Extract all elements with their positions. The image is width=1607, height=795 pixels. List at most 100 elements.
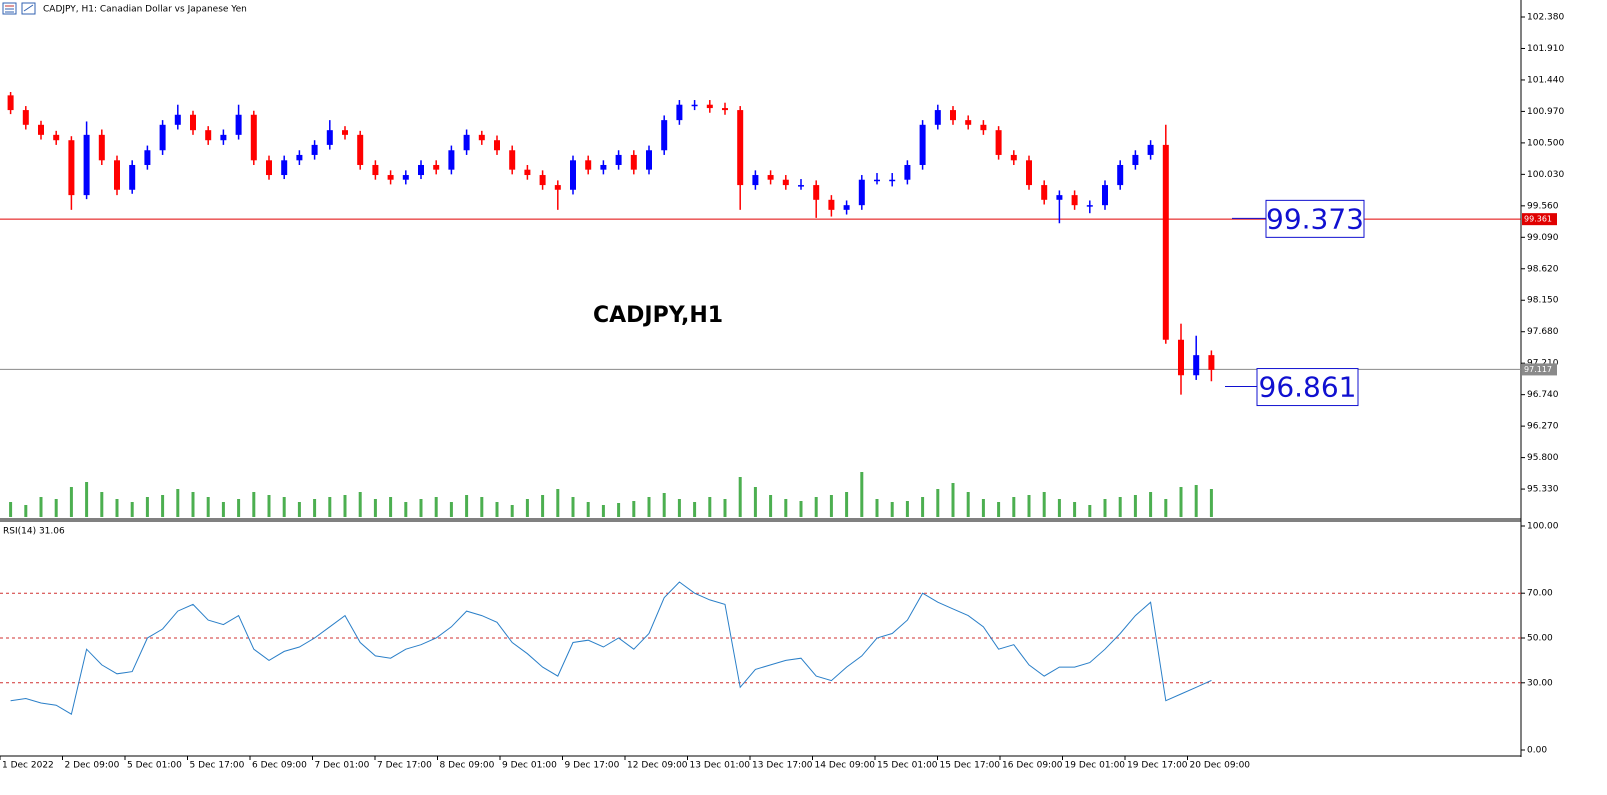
candle bbox=[205, 126, 212, 145]
candle-body bbox=[311, 144, 318, 155]
volume-bar bbox=[24, 505, 28, 517]
volume-bar bbox=[191, 492, 195, 517]
candle bbox=[813, 180, 820, 218]
candle-body bbox=[1117, 164, 1124, 186]
volume-bar bbox=[161, 495, 165, 517]
volume-bar bbox=[890, 502, 894, 517]
x-tick-label: 20 Dec 09:00 bbox=[1190, 761, 1251, 771]
candle-body bbox=[38, 124, 44, 135]
candle-body bbox=[706, 104, 713, 109]
volume-bar bbox=[632, 501, 636, 517]
x-tick-label: 5 Dec 17:00 bbox=[190, 761, 245, 771]
candle-body bbox=[585, 160, 592, 170]
candle-body bbox=[889, 179, 896, 182]
candle bbox=[615, 150, 622, 170]
volume-bar bbox=[115, 499, 119, 517]
candle bbox=[782, 175, 789, 190]
y-tick-label: 98.620 bbox=[1527, 264, 1559, 274]
volume-bar bbox=[176, 489, 180, 517]
candle bbox=[1102, 180, 1108, 210]
candle bbox=[919, 120, 926, 170]
candle bbox=[68, 136, 75, 210]
candle-body bbox=[402, 175, 409, 180]
candle bbox=[509, 145, 516, 175]
volume-bar bbox=[252, 492, 256, 517]
y-tick-label: 30.00 bbox=[1527, 678, 1553, 688]
candle-body bbox=[174, 114, 181, 125]
candle-body bbox=[615, 154, 622, 165]
candle bbox=[1208, 350, 1215, 382]
candle-body bbox=[205, 130, 212, 141]
candle-body bbox=[159, 124, 166, 151]
candle bbox=[7, 92, 14, 115]
header-title: CADJPY, H1: Canadian Dollar vs Japanese … bbox=[43, 5, 247, 15]
volume-bar bbox=[343, 495, 347, 517]
candle-body bbox=[965, 120, 972, 125]
volume-bar bbox=[708, 497, 712, 517]
candle-body bbox=[1208, 355, 1215, 370]
candle bbox=[1117, 160, 1124, 190]
candle-body bbox=[722, 108, 728, 111]
volume-bar bbox=[1027, 495, 1031, 517]
candle-body bbox=[630, 154, 637, 170]
candle bbox=[722, 102, 728, 115]
x-tick-label: 7 Dec 17:00 bbox=[377, 761, 432, 771]
y-tick-label: 100.970 bbox=[1527, 107, 1564, 117]
volume-bar bbox=[328, 497, 332, 517]
volume-bar bbox=[1088, 505, 1092, 517]
volume-bar bbox=[419, 499, 423, 517]
candle-body bbox=[433, 164, 440, 170]
volume-bar bbox=[69, 487, 73, 517]
price-label: 99.361 bbox=[1524, 215, 1552, 224]
candle bbox=[1010, 150, 1017, 165]
candle bbox=[53, 130, 60, 145]
candle-body bbox=[813, 185, 820, 200]
candle bbox=[494, 135, 500, 155]
candle-body bbox=[1193, 355, 1200, 376]
candle bbox=[828, 195, 835, 217]
candle bbox=[934, 104, 941, 130]
candle bbox=[402, 170, 409, 185]
annotation-box bbox=[1256, 368, 1359, 407]
candle bbox=[190, 110, 196, 135]
rsi-line bbox=[10, 581, 1212, 715]
volume-bar bbox=[1179, 487, 1183, 517]
candle-body bbox=[509, 150, 516, 170]
price-label-box bbox=[1522, 363, 1557, 376]
candle-body bbox=[554, 185, 561, 190]
candle bbox=[418, 160, 424, 180]
volume-bar bbox=[1012, 497, 1016, 517]
symbol-icon bbox=[2, 2, 36, 15]
candle-body bbox=[281, 160, 288, 176]
volume-bar bbox=[677, 499, 681, 517]
candle bbox=[798, 179, 804, 190]
volume-bar bbox=[39, 497, 43, 517]
volume-bar bbox=[556, 489, 560, 517]
candle bbox=[1132, 150, 1139, 170]
candle bbox=[1178, 323, 1184, 395]
volume-bar bbox=[769, 495, 773, 517]
volume-bar bbox=[237, 499, 241, 517]
candle bbox=[570, 155, 576, 195]
volume-bar bbox=[845, 492, 849, 517]
candle bbox=[630, 150, 637, 175]
price-label: 97.117 bbox=[1524, 365, 1552, 374]
candle-body bbox=[1010, 154, 1017, 161]
chart-title: CADJPY,H1 bbox=[593, 303, 723, 328]
candle-body bbox=[494, 140, 500, 151]
candle-body bbox=[478, 134, 485, 141]
volume-bar bbox=[601, 505, 605, 517]
candle bbox=[767, 170, 774, 185]
candle bbox=[433, 160, 440, 175]
candle-body bbox=[144, 150, 151, 165]
y-tick-label: 50.00 bbox=[1527, 634, 1553, 644]
volume-bar bbox=[1209, 489, 1213, 517]
candle-body bbox=[129, 164, 136, 190]
x-tick-label: 9 Dec 17:00 bbox=[565, 761, 620, 771]
x-tick-label: 14 Dec 09:00 bbox=[815, 761, 876, 771]
candle-body bbox=[296, 154, 303, 161]
volume-bar bbox=[997, 502, 1001, 517]
candle bbox=[174, 104, 181, 130]
volume-bar bbox=[617, 503, 621, 517]
candle bbox=[326, 120, 333, 150]
